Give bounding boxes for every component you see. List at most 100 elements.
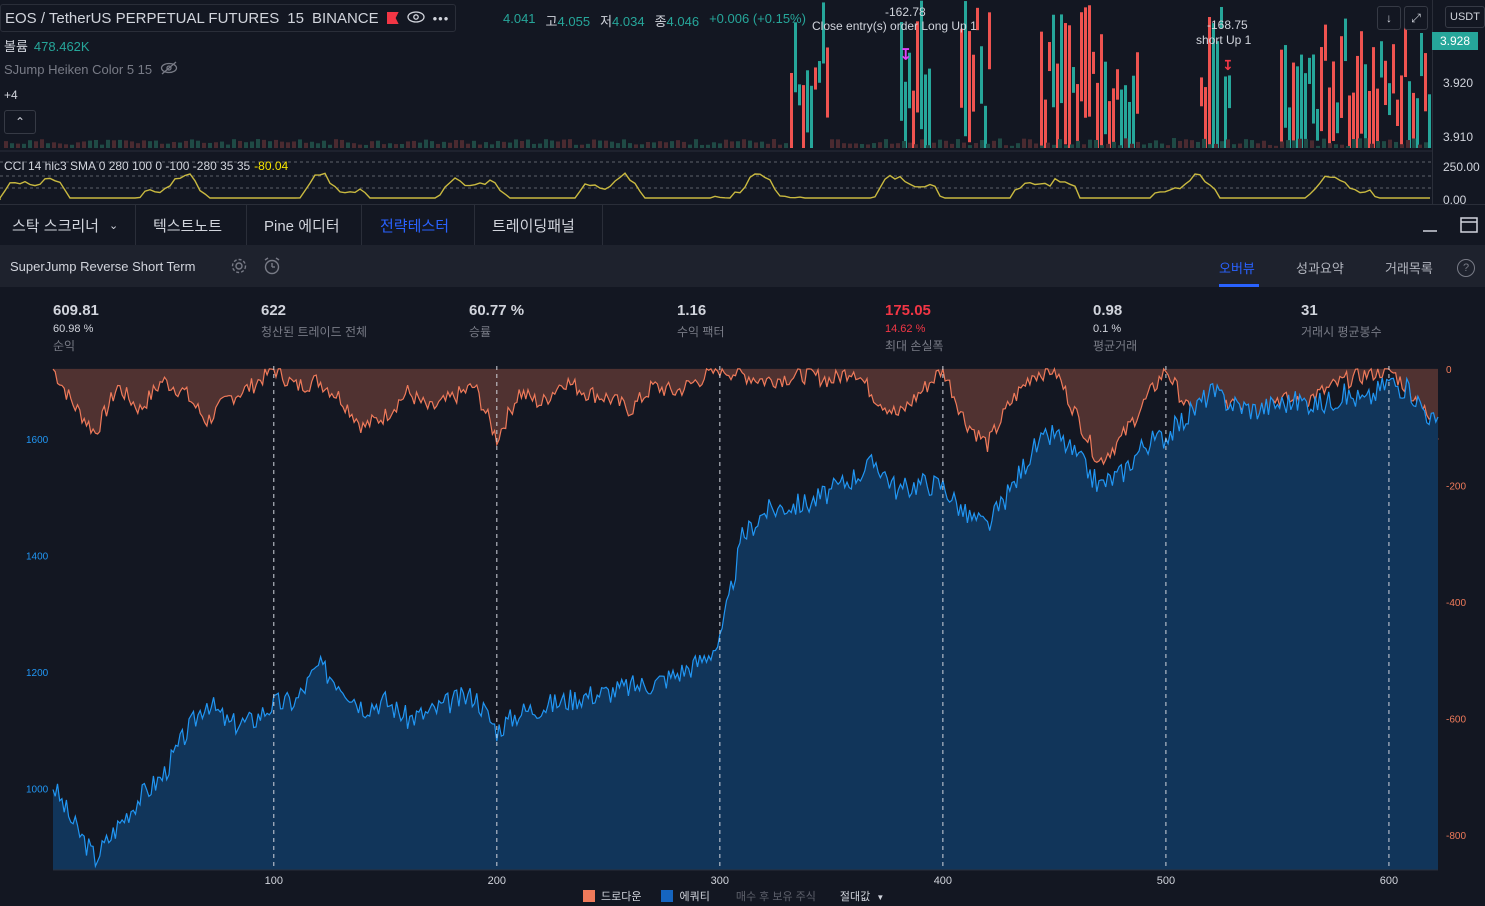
candle bbox=[1216, 41, 1219, 148]
candle bbox=[1132, 75, 1135, 148]
volume-bar bbox=[872, 143, 876, 148]
volume-bar bbox=[580, 144, 584, 148]
volume-bar bbox=[878, 142, 882, 148]
tab-performance-summary[interactable]: 성과요약 bbox=[1296, 261, 1344, 276]
volume-bar bbox=[430, 141, 434, 148]
eye-hidden-icon[interactable] bbox=[160, 61, 178, 78]
candle bbox=[1212, 23, 1215, 148]
absolute-select[interactable]: 절대값 ▼ bbox=[840, 888, 884, 904]
x-tick-label: 600 bbox=[1380, 875, 1398, 887]
right-axis-tick: -400 bbox=[1446, 598, 1466, 609]
volume-bar bbox=[920, 139, 924, 148]
candle bbox=[1304, 73, 1307, 148]
tab-trading-panel[interactable]: 트레이딩패널 bbox=[475, 205, 603, 245]
x-tick-label: 300 bbox=[711, 875, 729, 887]
candle bbox=[1372, 47, 1375, 149]
volume-bar bbox=[1286, 140, 1290, 148]
volume-bar bbox=[94, 139, 98, 148]
volume-bar bbox=[1052, 144, 1056, 148]
stat-label: 거래시 평균봉수 bbox=[1301, 325, 1382, 339]
equity-swatch[interactable] bbox=[661, 890, 674, 902]
strategy-name[interactable]: SuperJump Reverse Short Term bbox=[10, 259, 196, 274]
tab-label: 스탁 스크리너 bbox=[12, 217, 99, 235]
tab-label: 트레이딩패널 bbox=[492, 217, 575, 235]
tab-text-notes[interactable]: 텍스트노트 bbox=[136, 205, 247, 245]
minimize-icon[interactable] bbox=[1420, 215, 1440, 235]
volume-bar bbox=[1322, 138, 1326, 148]
volume-bar bbox=[1184, 139, 1188, 148]
candle bbox=[908, 52, 911, 109]
legend-drawdown[interactable]: 드로다운 bbox=[601, 891, 642, 903]
tab-pine-editor[interactable]: Pine 에디터 bbox=[247, 205, 362, 245]
candle bbox=[1360, 31, 1363, 134]
candle bbox=[1316, 108, 1319, 141]
tab-trade-list[interactable]: 거래목록 bbox=[1385, 261, 1433, 276]
volume-bar bbox=[16, 143, 20, 148]
tab-strategy-tester[interactable]: 전략테스터 bbox=[362, 205, 475, 245]
volume-bar bbox=[944, 140, 948, 148]
volume-bar bbox=[760, 141, 764, 148]
currency-button[interactable]: USDT bbox=[1445, 6, 1485, 28]
volume-bar bbox=[1010, 145, 1014, 148]
candle bbox=[1344, 18, 1347, 62]
candle bbox=[1068, 25, 1071, 148]
eye-icon[interactable] bbox=[406, 10, 425, 27]
volume-bar bbox=[1202, 138, 1206, 148]
volume-bar bbox=[1310, 140, 1314, 148]
buy-arrow-icon: ↧ bbox=[899, 47, 912, 64]
indicator-legend[interactable]: SJump Heiken Color 5 15 bbox=[4, 61, 178, 78]
candle bbox=[1336, 102, 1339, 134]
legend-equity[interactable]: 에쿼티 bbox=[679, 891, 710, 903]
volume-bar bbox=[974, 143, 978, 148]
volume-bar bbox=[124, 140, 128, 148]
volume-bar bbox=[598, 140, 602, 148]
volume-bar bbox=[884, 139, 888, 148]
symbol-exchange: BINANCE bbox=[311, 9, 379, 27]
caret-down-icon: ▼ bbox=[876, 893, 885, 902]
candle bbox=[988, 12, 991, 70]
volume-bar bbox=[1376, 141, 1380, 148]
volume-bar bbox=[1280, 141, 1284, 148]
flag-icon[interactable] bbox=[386, 12, 399, 24]
collapse-legend-button[interactable]: ⌃ bbox=[4, 110, 36, 134]
cci-legend[interactable]: CCI 14 hlc3 SMA 0 280 100 0 -100 -280 35… bbox=[4, 159, 288, 173]
candle bbox=[1228, 75, 1231, 109]
volume-bar bbox=[1160, 143, 1164, 148]
tab-overview[interactable]: 오버뷰 bbox=[1219, 261, 1255, 276]
tab-label: Pine 에디터 bbox=[264, 217, 340, 235]
x-tick-label: 500 bbox=[1157, 875, 1175, 887]
price-chart[interactable]: ↧ ↧ EOS / TetherUS PERPETUAL FUTURES 15 B… bbox=[0, 0, 1485, 207]
maximize-icon[interactable] bbox=[1459, 215, 1479, 235]
volume-bar bbox=[682, 141, 686, 148]
volume-bar bbox=[640, 144, 644, 148]
fullscreen-icon[interactable]: ⤢ bbox=[1404, 6, 1428, 30]
volume-bar bbox=[208, 142, 212, 148]
help-icon[interactable]: ? bbox=[1457, 259, 1475, 277]
alert-clock-icon[interactable] bbox=[263, 257, 281, 275]
candle bbox=[1356, 55, 1359, 148]
volume-bar bbox=[1298, 138, 1302, 148]
equity-chart[interactable]: 100 200 300 400 500 600 1000 1200 1400 1600 0 -200 -… bbox=[0, 357, 1485, 887]
volume-bar bbox=[730, 141, 734, 148]
scroll-down-icon[interactable]: ↓ bbox=[1377, 6, 1401, 30]
candle bbox=[920, 0, 923, 130]
candle bbox=[1388, 83, 1391, 116]
symbol-header[interactable]: EOS / TetherUS PERPETUAL FUTURES 15 BINA… bbox=[0, 4, 457, 32]
price-chart-canvas[interactable]: ↧↧ bbox=[0, 0, 1432, 204]
drawdown-swatch[interactable] bbox=[583, 890, 595, 902]
candle bbox=[1392, 44, 1395, 94]
volume-value: 478.462K bbox=[33, 39, 90, 54]
stat-label: 승률 bbox=[469, 325, 492, 339]
more-icon[interactable]: ••• bbox=[432, 10, 450, 26]
hidden-indicators-count[interactable]: +4 bbox=[4, 88, 18, 102]
legend-buy-hold[interactable]: 매수 후 보유 주식 bbox=[735, 891, 816, 903]
settings-gear-icon[interactable] bbox=[230, 257, 248, 275]
volume-bar bbox=[436, 143, 440, 148]
volume-bar bbox=[1358, 138, 1362, 148]
volume-bar bbox=[778, 144, 782, 148]
tab-stock-screener[interactable]: 스탁 스크리너 ⌄ bbox=[0, 205, 136, 245]
chevron-down-icon[interactable]: ⌄ bbox=[108, 219, 119, 232]
volume-legend[interactable]: 볼륨 478.462K bbox=[4, 36, 90, 55]
price-axis[interactable]: 3.920 3.910 250.00 0.00 bbox=[1432, 0, 1485, 207]
volume-bar bbox=[142, 140, 146, 148]
